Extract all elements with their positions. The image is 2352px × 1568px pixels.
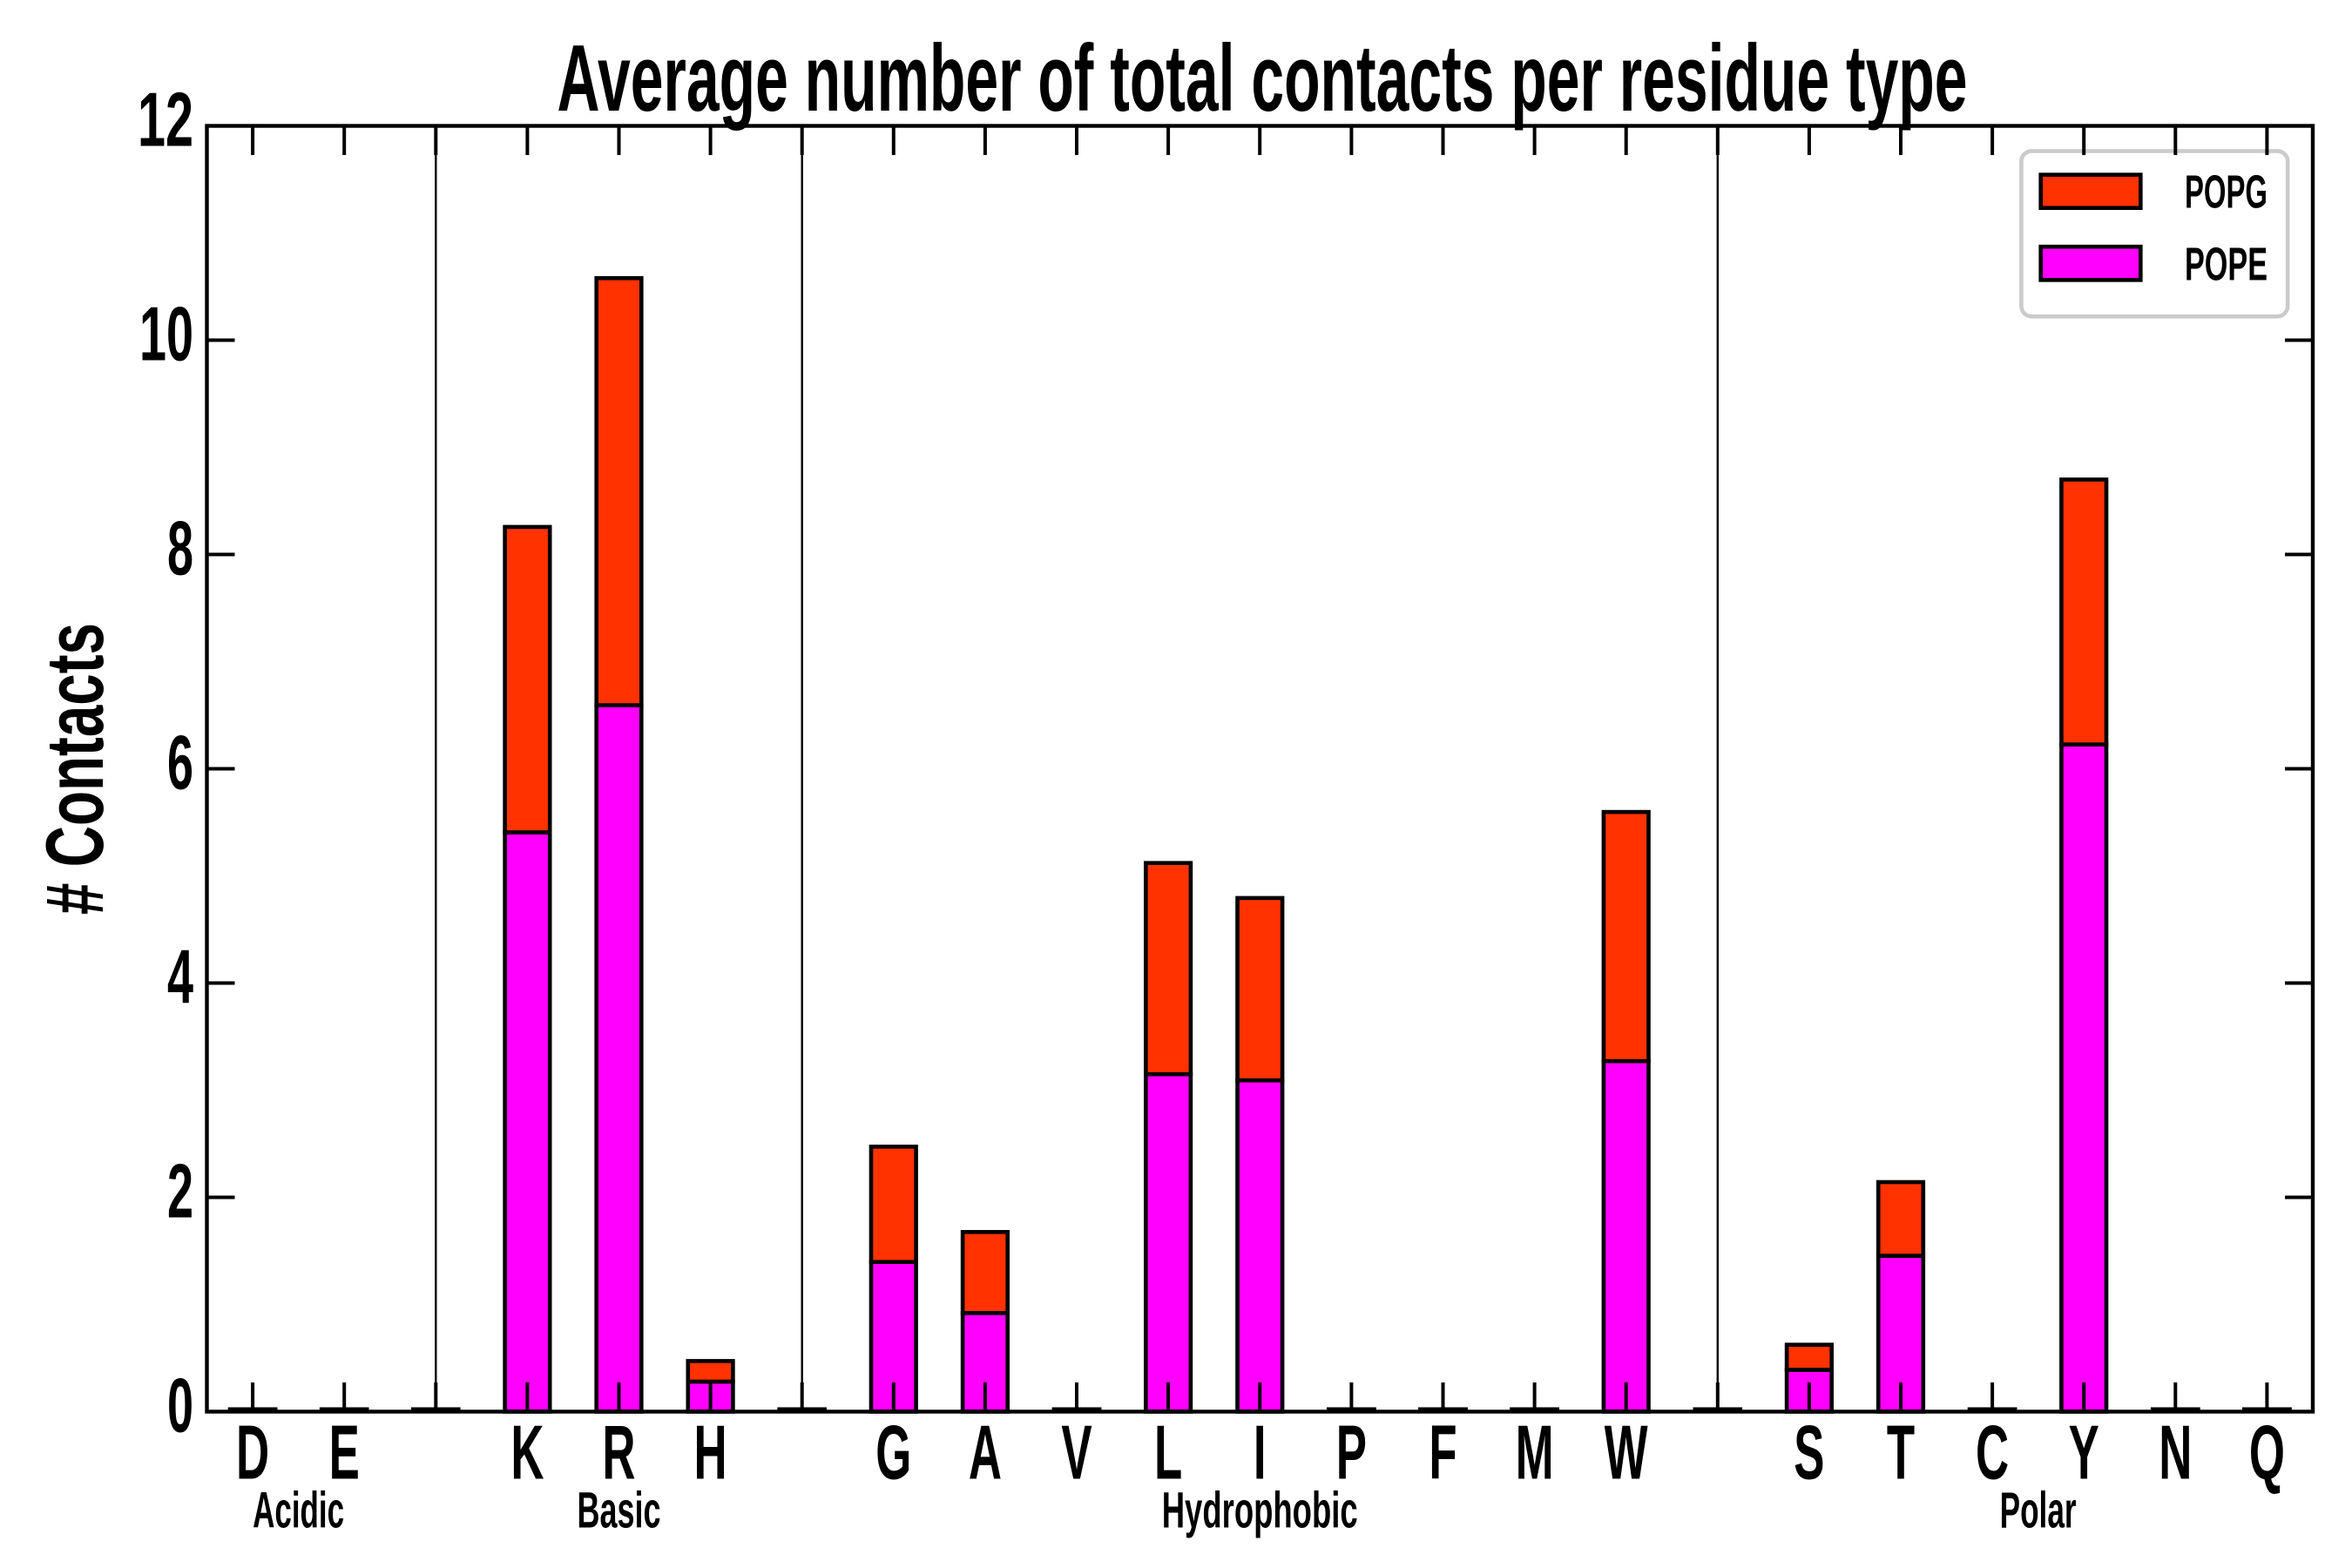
svg-text:0: 0 <box>167 1362 193 1449</box>
svg-text:I: I <box>1254 1410 1267 1496</box>
svg-text:4: 4 <box>167 934 193 1020</box>
svg-text:R: R <box>602 1410 635 1496</box>
svg-text:D: D <box>236 1410 269 1496</box>
svg-text:Hydrophobic: Hydrophobic <box>1162 1483 1358 1539</box>
svg-text:10: 10 <box>139 291 193 377</box>
svg-text:12: 12 <box>138 77 193 163</box>
svg-text:P: P <box>1336 1410 1367 1496</box>
svg-text:S: S <box>1794 1410 1824 1496</box>
svg-text:6: 6 <box>167 720 193 806</box>
svg-text:H: H <box>694 1410 727 1496</box>
svg-text:A: A <box>969 1410 1002 1496</box>
svg-text:C: C <box>1976 1410 2009 1496</box>
svg-text:G: G <box>875 1410 911 1496</box>
svg-text:Q: Q <box>2249 1410 2285 1496</box>
svg-text:E: E <box>329 1410 360 1496</box>
svg-text:T: T <box>1887 1410 1915 1496</box>
svg-text:N: N <box>2159 1410 2192 1496</box>
svg-text:Polar: Polar <box>2000 1483 2077 1539</box>
svg-text:V: V <box>1061 1410 1092 1496</box>
svg-text:Basic: Basic <box>578 1483 661 1539</box>
svg-text:F: F <box>1429 1410 1456 1496</box>
svg-text:POPG: POPG <box>2185 166 2268 219</box>
svg-text:Y: Y <box>2069 1410 2099 1496</box>
svg-text:8: 8 <box>167 505 193 591</box>
svg-text:Acidic: Acidic <box>253 1483 344 1539</box>
svg-text:K: K <box>510 1410 544 1496</box>
svg-text:W: W <box>1605 1410 1648 1496</box>
svg-text:Average number of total contac: Average number of total contacts per res… <box>558 25 1968 132</box>
svg-text:M: M <box>1516 1410 1554 1496</box>
svg-text:2: 2 <box>167 1148 193 1234</box>
svg-text:L: L <box>1154 1410 1182 1496</box>
svg-text:# Contacts: # Contacts <box>29 623 120 915</box>
svg-text:POPE: POPE <box>2185 238 2268 290</box>
